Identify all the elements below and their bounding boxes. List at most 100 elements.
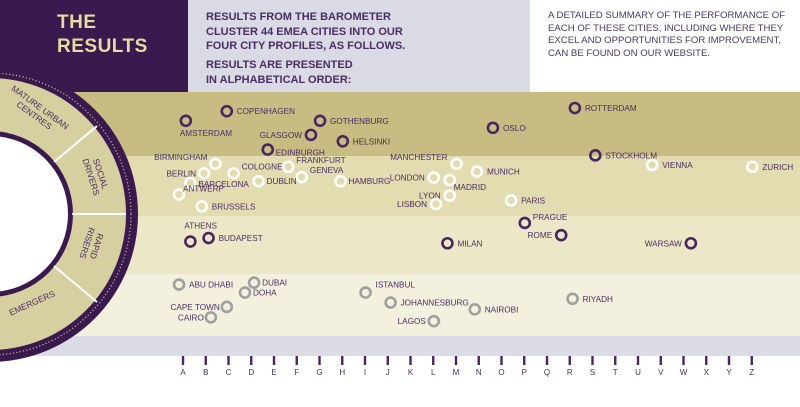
axis-letter-i: I (364, 368, 366, 377)
axis-letter-k: K (408, 368, 414, 377)
city-label-copenhagen: COPENHAGEN (237, 107, 295, 116)
axis-tick-e (272, 356, 276, 365)
city-label-barcelona: BARCELONA (198, 180, 249, 189)
city-label-doha: DOHA (253, 289, 277, 298)
axis-tick-b (204, 356, 207, 365)
city-label-cairo: CAIRO (178, 313, 204, 322)
city-label-dublin: DUBLIN (267, 177, 297, 186)
city-label-vienna: VIENNA (662, 161, 693, 170)
intro-line-3: FOUR CITY PROFILES, AS FOLLOWS. (206, 40, 406, 52)
axis-tick-n (477, 356, 480, 365)
city-marker-manchester (450, 157, 463, 171)
axis-tick-s (591, 356, 594, 365)
axis-letter-f: F (294, 368, 299, 377)
axis-tick-f (295, 356, 298, 365)
city-marker-athens (184, 235, 197, 248)
profile-dial (0, 66, 138, 362)
city-label-lagos: LAGOS (398, 317, 427, 326)
axis-letter-m: M (453, 368, 460, 377)
intro-line-2: CLUSTER 44 EMEA CITIES INTO OUR (206, 25, 403, 38)
axis-letter-r: R (567, 368, 573, 377)
city-label-johannesburg: JOHANNESBURG (401, 299, 469, 308)
axis-letter-s: S (590, 368, 595, 377)
axis-tick-v (659, 356, 662, 365)
city-marker-lyon (443, 189, 457, 202)
city-marker-barcelona (184, 176, 197, 190)
axis-letter-o: O (498, 368, 504, 377)
order-line-2: IN ALPHABETICAL ORDER: (206, 73, 352, 86)
city-marker-cairo (204, 311, 218, 324)
city-label-budapest: BUDAPEST (219, 234, 263, 243)
summary-text: A DETAILED SUMMARY OF THE PERFORMANCE OF… (548, 10, 786, 59)
city-label-london: LONDON (390, 174, 425, 183)
axis-tick-m (454, 356, 458, 365)
axis-tick-t (614, 356, 617, 365)
city-marker-dubai (247, 276, 261, 289)
axis-tick-z (750, 356, 753, 365)
letter-axis: A B C D E F G H I J K L M N O P Q R S T U V W X Y Z (180, 356, 754, 377)
city-label-rome: ROME (528, 231, 553, 240)
city-marker-rome (554, 228, 568, 242)
dial-divider-3 (53, 265, 98, 303)
axis-tick-u (636, 356, 640, 365)
city-marker-copenhagen (220, 104, 234, 118)
intro-panel: RESULTS FROM THE BAROMETER CLUSTER 44 EM… (188, 0, 530, 92)
city-marker-berlin (197, 167, 211, 180)
city-marker-zurich (745, 160, 759, 174)
city-label-dubai: DUBAI (262, 279, 287, 288)
axis-tick-o (500, 356, 503, 365)
city-marker-geneva (295, 170, 309, 184)
axis-letter-p: P (522, 368, 527, 377)
city-marker-johannesburg (384, 296, 397, 309)
axis-tick-x (705, 356, 708, 365)
axis-letter-z: Z (749, 368, 754, 377)
city-marker-rotterdam (568, 101, 582, 115)
city-label-rotterdam: ROTTERDAM (585, 104, 637, 113)
city-marker-glasgow (304, 128, 318, 142)
axis-letter-l: L (431, 368, 436, 377)
city-label-lisbon: LISBON (397, 200, 427, 209)
axis-letter-e: E (271, 368, 276, 377)
axis-tick-h (341, 356, 344, 365)
axis-tick-j (386, 356, 389, 365)
city-label-frankfurt: FRANKFURT (296, 156, 345, 165)
city-label-berlin: BERLIN (166, 169, 196, 178)
city-marker-antwerp (172, 188, 186, 201)
city-marker-hamburg (334, 174, 347, 188)
city-label-manchester: MANCHESTER (390, 153, 447, 162)
city-marker-dublin (252, 174, 265, 188)
city-marker-gothenburg (313, 114, 327, 128)
axis-tick-d (250, 356, 253, 365)
axis-letter-w: W (680, 368, 688, 377)
band-emergers (0, 274, 800, 336)
city-markers: AMSTERDAM COPENHAGEN GLASGOW GOTHENBURG EDIN… (154, 101, 793, 328)
axis-letter-y: Y (726, 368, 732, 377)
dial-tick-ring (0, 72, 132, 356)
axis-letter-x: X (704, 368, 710, 377)
city-marker-lisbon (429, 197, 443, 211)
city-marker-vienna (645, 158, 659, 172)
city-label-glasgow: GLASGOW (260, 131, 303, 140)
title-line-2: RESULTS (57, 36, 148, 57)
axis-tick-y (727, 356, 731, 365)
city-label-amsterdam: AMSTERDAM (180, 129, 232, 138)
city-label-riyadh: RIYADH (583, 295, 613, 304)
axis-letter-q: Q (544, 368, 550, 377)
axis-letter-g: G (316, 368, 322, 377)
dial-divider-1 (53, 125, 98, 163)
city-marker-edinburgh (261, 143, 275, 156)
city-marker-milan (441, 236, 454, 250)
city-label-birmingham: BIRMINGHAM (154, 153, 207, 162)
city-marker-birmingham (209, 157, 222, 171)
city-label-munich: MUNICH (487, 168, 520, 177)
axis-letter-b: B (203, 368, 208, 377)
city-marker-paris (504, 194, 518, 207)
axis-tick-a (181, 356, 185, 365)
city-marker-warsaw (684, 236, 698, 250)
city-label-oslo: OSLO (503, 124, 526, 133)
order-line-1: RESULTS ARE PRESENTED (206, 59, 353, 71)
city-label-geneva: GENEVA (310, 166, 344, 175)
city-label-paris: PARIS (521, 196, 546, 205)
band-mature-urban-centres (0, 92, 800, 156)
